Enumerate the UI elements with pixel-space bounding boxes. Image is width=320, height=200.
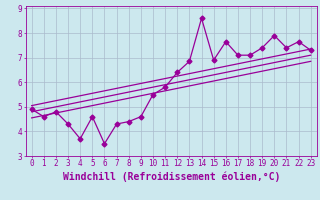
X-axis label: Windchill (Refroidissement éolien,°C): Windchill (Refroidissement éolien,°C) [62, 171, 280, 182]
